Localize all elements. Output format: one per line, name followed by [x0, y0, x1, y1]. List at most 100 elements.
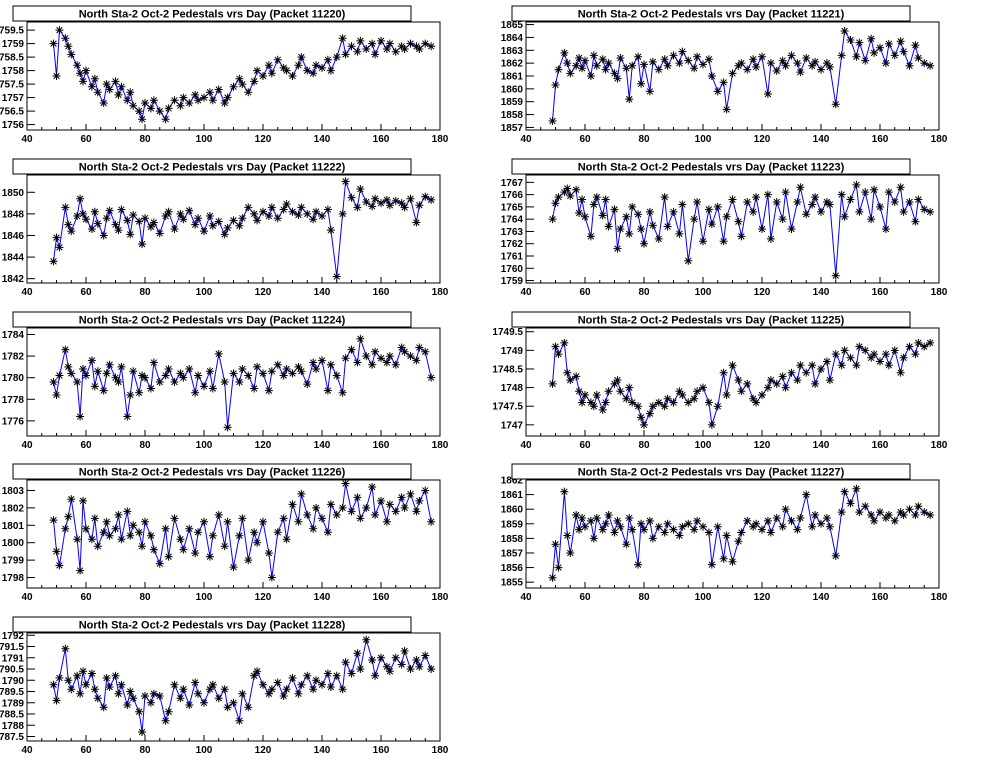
data-point: [802, 54, 811, 62]
data-point: [282, 66, 291, 75]
data-point: [326, 226, 335, 235]
data-point: [648, 402, 657, 411]
chart-title: North Sta-2 Oct-2 Pedestals vrs Day (Pac…: [578, 9, 845, 21]
data-point: [220, 230, 229, 239]
data-point: [763, 90, 772, 98]
data-point: [341, 177, 350, 186]
data-point: [589, 200, 598, 209]
plot-frame: [525, 479, 940, 589]
data-point: [294, 517, 303, 526]
data-point: [772, 66, 781, 75]
x-tick-label: 40: [21, 745, 33, 756]
y-tick-label: 1846: [2, 231, 25, 242]
data-point: [601, 519, 610, 528]
data-point: [194, 689, 203, 698]
data-point: [185, 701, 194, 709]
data-point: [722, 531, 731, 540]
data-point: [713, 87, 722, 96]
data-point: [102, 214, 111, 223]
data-point: [896, 508, 905, 517]
x-tick-label: 100: [695, 134, 712, 145]
data-point: [622, 64, 631, 73]
data-point: [427, 195, 436, 204]
data-point: [781, 505, 790, 514]
y-tick-label: 1842: [2, 274, 25, 285]
data-point: [117, 680, 126, 689]
x-tick-label: 140: [314, 134, 331, 145]
data-point: [684, 519, 693, 528]
x-tick-label: 160: [872, 592, 889, 603]
y-tick-label: 1758.5: [0, 53, 24, 64]
data-point: [229, 369, 238, 378]
data-point: [356, 185, 365, 194]
y-tick-label: 1758: [2, 66, 25, 77]
data-point: [179, 93, 188, 102]
data-point: [663, 394, 672, 403]
data-point: [548, 117, 557, 125]
data-point: [699, 522, 707, 531]
data-point: [421, 486, 430, 495]
data-point: [353, 203, 362, 212]
chart-title-box: [12, 463, 412, 480]
data-point: [616, 522, 625, 531]
data-point: [415, 45, 424, 53]
data-point: [566, 548, 575, 557]
data-point: [391, 47, 400, 56]
data-point: [427, 665, 436, 673]
data-point: [64, 220, 73, 229]
chart-panel-5: 40 60 80 100 120 140 160 180 1776 1778 1780 1782 178…: [2, 311, 449, 451]
data-point: [640, 239, 648, 248]
data-point: [161, 716, 170, 725]
data-point: [678, 200, 687, 209]
data-point: [111, 77, 120, 86]
data-point: [102, 369, 111, 378]
chart-title-box: [511, 158, 911, 175]
data-point: [855, 342, 864, 351]
data-point: [67, 495, 76, 504]
data-point: [601, 398, 610, 407]
data-point: [581, 56, 589, 65]
data-point: [194, 214, 203, 223]
y-tick-label: 1780: [2, 373, 25, 384]
data-point: [926, 207, 935, 216]
data-point: [135, 107, 144, 116]
data-point: [273, 55, 282, 64]
data-point: [55, 243, 64, 252]
data-point: [899, 47, 908, 56]
data-point: [758, 525, 766, 534]
data-point: [822, 357, 831, 366]
data-point: [377, 354, 385, 363]
data-point: [185, 524, 194, 533]
data-point: [135, 528, 144, 537]
data-point: [318, 212, 326, 221]
data-point: [881, 225, 890, 233]
data-point: [758, 52, 766, 61]
data-point: [592, 193, 601, 202]
data-point: [551, 540, 560, 549]
data-point: [391, 196, 400, 205]
data-point: [259, 207, 267, 216]
y-tick-label: 1765: [501, 202, 524, 213]
data-point: [323, 205, 332, 214]
data-point: [126, 88, 135, 97]
data-point: [312, 365, 321, 374]
data-point: [707, 560, 716, 569]
data-point: [861, 56, 870, 65]
x-tick-label: 80: [139, 134, 151, 145]
data-point: [253, 538, 262, 547]
data-point: [356, 514, 365, 523]
data-point: [164, 707, 173, 716]
data-point: [259, 680, 267, 689]
x-tick-label: 40: [21, 592, 33, 603]
data-point: [837, 361, 846, 370]
data-point: [323, 386, 332, 395]
data-point: [811, 511, 820, 520]
data-point: [117, 535, 126, 544]
data-point: [385, 201, 394, 210]
data-point: [911, 511, 920, 520]
data-point: [693, 516, 702, 525]
data-point: [149, 96, 158, 105]
data-point: [811, 57, 820, 66]
x-tick-label: 60: [80, 592, 92, 603]
data-point: [312, 207, 321, 216]
